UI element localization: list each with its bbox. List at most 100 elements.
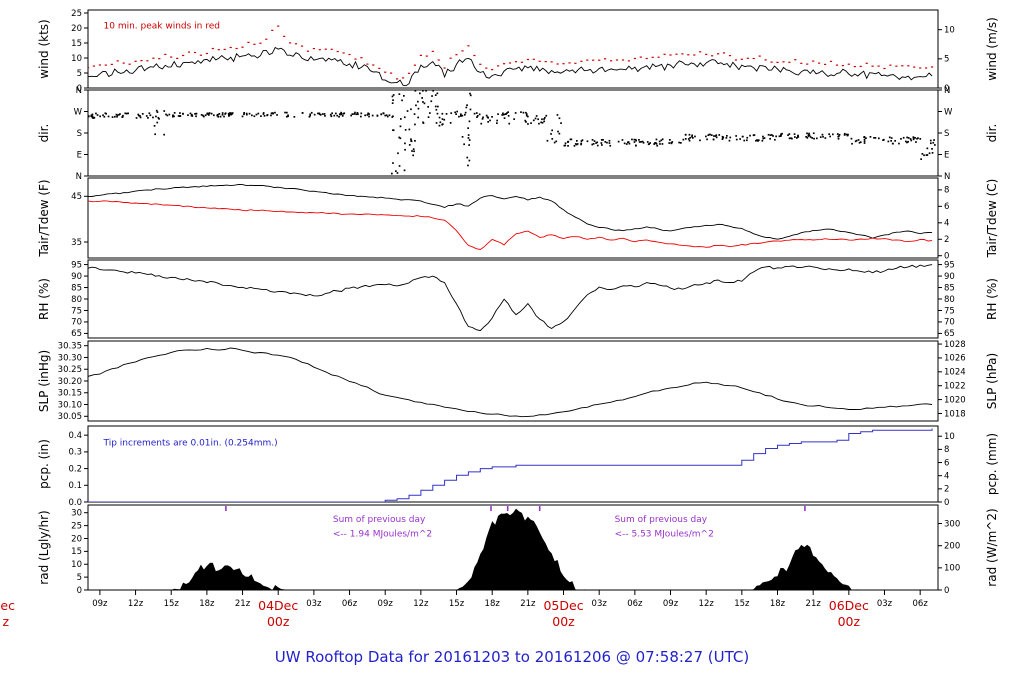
scatter-point xyxy=(318,113,321,115)
scatter-point xyxy=(822,135,824,138)
scatter-point xyxy=(392,115,394,118)
scatter-point xyxy=(107,115,110,118)
scatter-point xyxy=(408,144,411,146)
scatter-point xyxy=(309,113,312,116)
scatter-point xyxy=(485,114,488,117)
scatter-point xyxy=(200,114,203,116)
ytick-left-label: 5 xyxy=(77,69,82,79)
ytick-left-label: 30.35 xyxy=(58,342,82,352)
peak-dot xyxy=(562,63,565,65)
peak-dot xyxy=(223,48,226,50)
peak-dot xyxy=(146,60,149,62)
xtick-label: 21z xyxy=(235,599,251,609)
scatter-point xyxy=(713,135,715,137)
scatter-point xyxy=(434,105,437,108)
ytick-left-label: 25 xyxy=(71,521,82,531)
scatter-point xyxy=(90,115,93,118)
peak-dot xyxy=(372,64,375,66)
peak-dot xyxy=(639,56,642,58)
scatter-point xyxy=(90,114,93,117)
scatter-point xyxy=(660,139,663,142)
scatter-point xyxy=(780,134,782,136)
peak-dot xyxy=(199,54,202,56)
scatter-point xyxy=(640,141,642,143)
peak-dot xyxy=(847,63,850,65)
scatter-point xyxy=(633,138,636,141)
scatter-point xyxy=(208,112,211,114)
peak-dot xyxy=(473,54,476,57)
xtick-label: 15z xyxy=(449,599,465,609)
scatter-point xyxy=(317,112,319,115)
peak-dot xyxy=(366,63,369,65)
peak-dot xyxy=(497,65,500,67)
scatter-point xyxy=(406,110,409,112)
scatter-point xyxy=(625,143,628,145)
scatter-point xyxy=(310,111,313,114)
scatter-point xyxy=(591,143,594,146)
scatter-point xyxy=(213,114,215,117)
peak-dot xyxy=(663,53,666,55)
scatter-point xyxy=(475,112,478,114)
scatter-point xyxy=(403,169,406,172)
xtick-label: 03z xyxy=(306,599,322,609)
scatter-point xyxy=(179,115,182,117)
scatter-point xyxy=(403,95,405,97)
peak-dot xyxy=(128,63,131,65)
scatter-point xyxy=(843,134,846,136)
scatter-point xyxy=(707,134,710,136)
scatter-point xyxy=(774,138,776,141)
peak-dot xyxy=(312,48,315,50)
scatter-point xyxy=(338,115,340,118)
scatter-point xyxy=(179,112,181,114)
ytick-right-label: 70 xyxy=(944,318,955,328)
peak-dot xyxy=(217,49,220,51)
scatter-point xyxy=(787,134,789,136)
scatter-point xyxy=(586,140,589,143)
panel-border-temp xyxy=(87,177,939,259)
scatter-point xyxy=(591,139,594,141)
scatter-point xyxy=(99,115,101,118)
scatter-point xyxy=(468,120,471,123)
peak-dot xyxy=(889,64,892,66)
scatter-point xyxy=(837,137,840,140)
peak-dot xyxy=(182,54,185,57)
ytick-right-label: 6 xyxy=(944,458,949,468)
scatter-point xyxy=(926,154,929,156)
scatter-point xyxy=(642,141,645,144)
scatter-point xyxy=(756,139,758,141)
scatter-point xyxy=(432,90,434,92)
scatter-point xyxy=(761,139,764,142)
scatter-point xyxy=(873,137,875,139)
scatter-point xyxy=(609,144,612,147)
scatter-point xyxy=(497,113,499,115)
scatter-point xyxy=(438,124,441,127)
scatter-point xyxy=(900,138,902,140)
scatter-point xyxy=(368,115,370,118)
ytick-right-label: 0 xyxy=(944,252,949,262)
xtick-label: 15z xyxy=(164,599,180,609)
ytick-right-label: 4 xyxy=(944,471,949,481)
ytick-right-label: 1028 xyxy=(944,340,966,350)
peak-dot xyxy=(164,53,167,55)
scatter-point xyxy=(923,154,925,157)
panel-series-temp xyxy=(88,183,933,250)
scatter-point xyxy=(436,92,439,95)
scatter-point xyxy=(560,122,562,124)
scatter-point xyxy=(829,135,831,138)
scatter-point xyxy=(469,92,471,95)
scatter-point xyxy=(189,112,192,115)
scatter-point xyxy=(544,116,546,119)
scatter-point xyxy=(921,153,924,155)
scatter-point xyxy=(400,118,402,120)
series-tdew xyxy=(88,200,933,250)
peak-dot xyxy=(289,42,292,44)
scatter-point xyxy=(930,142,932,145)
peak-dot xyxy=(437,59,440,61)
scatter-point xyxy=(541,121,544,124)
scatter-point xyxy=(173,112,176,114)
peak-dot xyxy=(604,58,607,60)
scatter-point xyxy=(155,109,158,112)
peak-dot xyxy=(294,43,298,45)
scatter-point xyxy=(203,115,205,118)
scatter-point xyxy=(204,114,207,117)
